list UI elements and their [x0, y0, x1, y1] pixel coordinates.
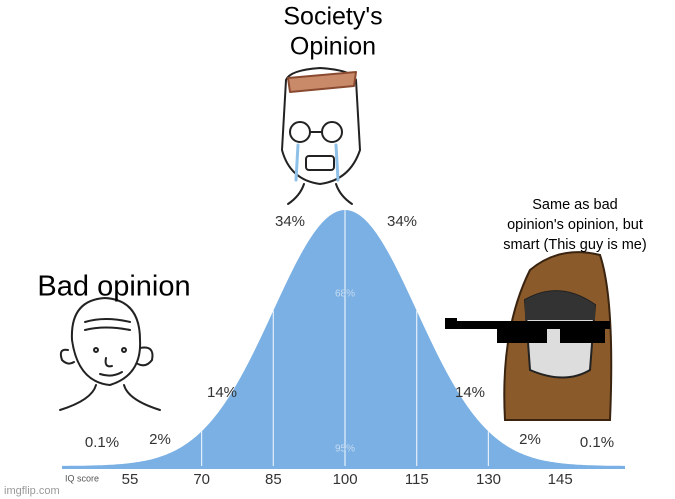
percent-label: 34%: [387, 213, 417, 230]
inner-label: 68%: [335, 289, 355, 300]
tick-label: 100: [333, 471, 358, 488]
caption-right-line: smart (This guy is me): [503, 237, 646, 253]
axis-label: IQ score: [65, 473, 99, 483]
caption-right-line: Same as bad: [532, 197, 617, 213]
percent-label: 0.1%: [580, 434, 614, 451]
watermark: imgflip.com: [4, 485, 60, 497]
tick-label: 55: [122, 471, 139, 488]
percent-label: 2%: [519, 431, 541, 448]
curve-area: [62, 210, 625, 466]
curve-labels: 55 70 85 100 115 130 145 0.1% 2% 14% 34% 34% 14% 2% 0.…: [85, 213, 614, 488]
right-character: [445, 251, 613, 421]
percent-label: 0.1%: [85, 434, 119, 451]
left-character: [59, 297, 161, 411]
axis-bar: [62, 466, 625, 469]
tick-label: 145: [548, 471, 573, 488]
percent-label: 2%: [149, 431, 171, 448]
bell-curve: [62, 210, 625, 466]
caption-top-line: Opinion: [290, 33, 376, 61]
tick-label: 85: [265, 471, 282, 488]
caption-left: Bad opinion: [37, 271, 190, 303]
percent-label: 14%: [207, 384, 237, 401]
inner-label: 95%: [335, 444, 355, 455]
top-character: [281, 67, 361, 205]
percent-label: 34%: [275, 213, 305, 230]
tick-label: 115: [405, 471, 429, 488]
caption-top-line: Society's: [283, 3, 382, 31]
tick-label: 70: [193, 471, 210, 488]
percent-label: 14%: [455, 384, 485, 401]
tick-label: 130: [476, 471, 501, 488]
caption-right-line: opinion's opinion, but: [507, 217, 643, 233]
